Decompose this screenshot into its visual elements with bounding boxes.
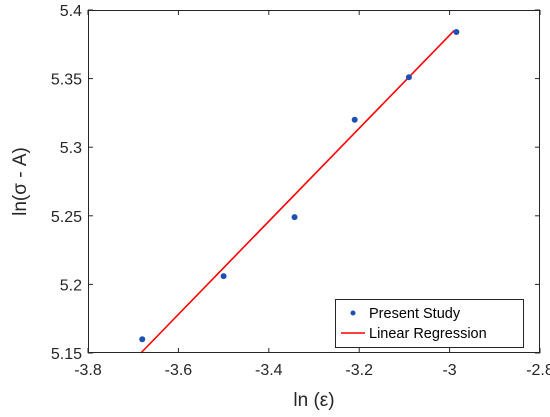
data-point <box>351 116 358 123</box>
y-axis-label: ln(σ - A) <box>10 147 31 216</box>
plot-background <box>88 10 540 353</box>
y-axis: 5.15 5.2 5.25 5.3 5.35 5.4 <box>51 3 540 363</box>
legend-marker-present-study <box>350 310 356 316</box>
legend-label-present-study: Present Study <box>369 306 461 322</box>
data-point <box>139 336 146 343</box>
legend-label-linear-regression: Linear Regression <box>369 326 487 342</box>
y-tick-label: 5.2 <box>60 277 82 294</box>
data-point <box>453 28 460 35</box>
plot-frame <box>88 10 540 353</box>
legend: Present Study Linear Regression <box>335 299 524 348</box>
data-point <box>405 74 412 81</box>
y-tick-label: 5.35 <box>51 72 82 89</box>
x-tick-label: -3.2 <box>345 362 373 379</box>
series-layer <box>139 28 460 354</box>
y-tick-label: 5.4 <box>60 3 82 20</box>
legend-box <box>335 299 524 348</box>
x-tick-label: -3 <box>442 362 456 379</box>
x-tick-label: -3.8 <box>74 362 102 379</box>
y-tick-label: 5.25 <box>51 209 82 226</box>
plot-area <box>88 10 540 353</box>
x-tick-label: -2.8 <box>526 362 550 379</box>
x-tick-label: -3.6 <box>165 362 193 379</box>
x-tick-label: -3.4 <box>255 362 283 379</box>
data-point <box>220 273 227 280</box>
data-point <box>291 214 298 221</box>
y-tick-label: 5.15 <box>51 346 82 363</box>
y-tick-label: 5.3 <box>60 140 82 157</box>
x-axis-label: ln (ε) <box>293 390 334 411</box>
regression-line <box>140 30 455 354</box>
